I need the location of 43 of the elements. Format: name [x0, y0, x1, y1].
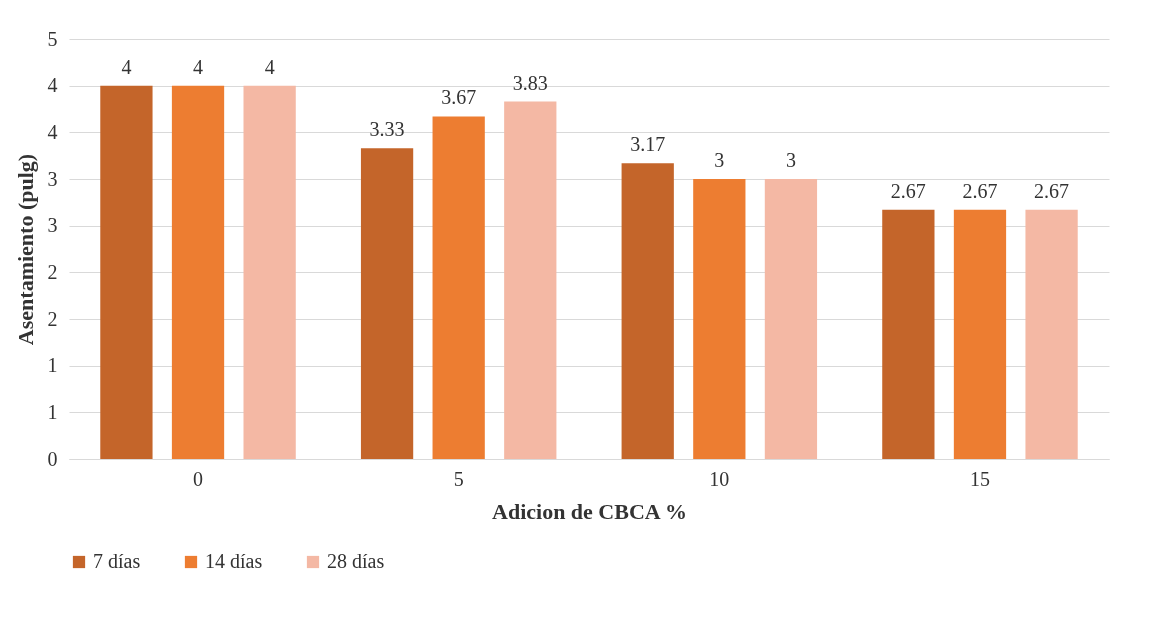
y-tick-label: 2	[47, 307, 58, 330]
bar	[100, 85, 153, 459]
y-tick-label: 0	[47, 447, 58, 470]
data-label: 4	[121, 55, 132, 78]
bar	[882, 209, 935, 459]
data-label: 3	[785, 149, 796, 171]
y-tick-label: 4	[47, 120, 58, 143]
legend-label: 14 días	[205, 550, 263, 572]
data-label: 4	[193, 55, 204, 78]
data-label: 4	[264, 55, 275, 78]
data-label: 3.83	[512, 71, 548, 94]
y-tick-label: 3	[47, 167, 58, 190]
data-label: 2.67	[1034, 179, 1070, 202]
data-label: 2.67	[962, 179, 998, 202]
y-tick-label: 1	[47, 354, 58, 377]
bar	[621, 163, 674, 459]
bar	[243, 85, 296, 459]
legend-label: 7 días	[93, 550, 141, 572]
data-label: 3.67	[441, 86, 477, 109]
bar	[953, 209, 1007, 459]
x-tick-label: 5	[453, 467, 464, 490]
y-axis-title: Asentamiento (pulg)	[12, 153, 38, 346]
y-tick-label: 3	[47, 214, 58, 237]
data-label: 2.67	[890, 179, 926, 202]
bar	[764, 179, 818, 459]
data-label: 3	[714, 149, 725, 171]
x-axis-title: Adicion de CBCA %	[492, 498, 687, 524]
bar	[1025, 209, 1078, 459]
bar	[360, 148, 414, 459]
x-tick-label: 15	[969, 467, 990, 490]
data-label: 3.33	[369, 118, 405, 141]
bar	[504, 101, 557, 459]
y-tick-label: 5	[47, 27, 58, 50]
y-tick-label: 1	[47, 400, 58, 423]
legend-label: 28 días	[327, 550, 385, 572]
bar	[171, 85, 225, 459]
bar	[693, 179, 746, 459]
y-tick-label: 4	[47, 74, 58, 97]
x-tick-label: 0	[193, 467, 204, 490]
y-tick-label: 2	[47, 260, 58, 283]
bar	[432, 116, 485, 459]
x-tick-label: 10	[709, 467, 730, 490]
data-label: 3.17	[630, 133, 666, 156]
